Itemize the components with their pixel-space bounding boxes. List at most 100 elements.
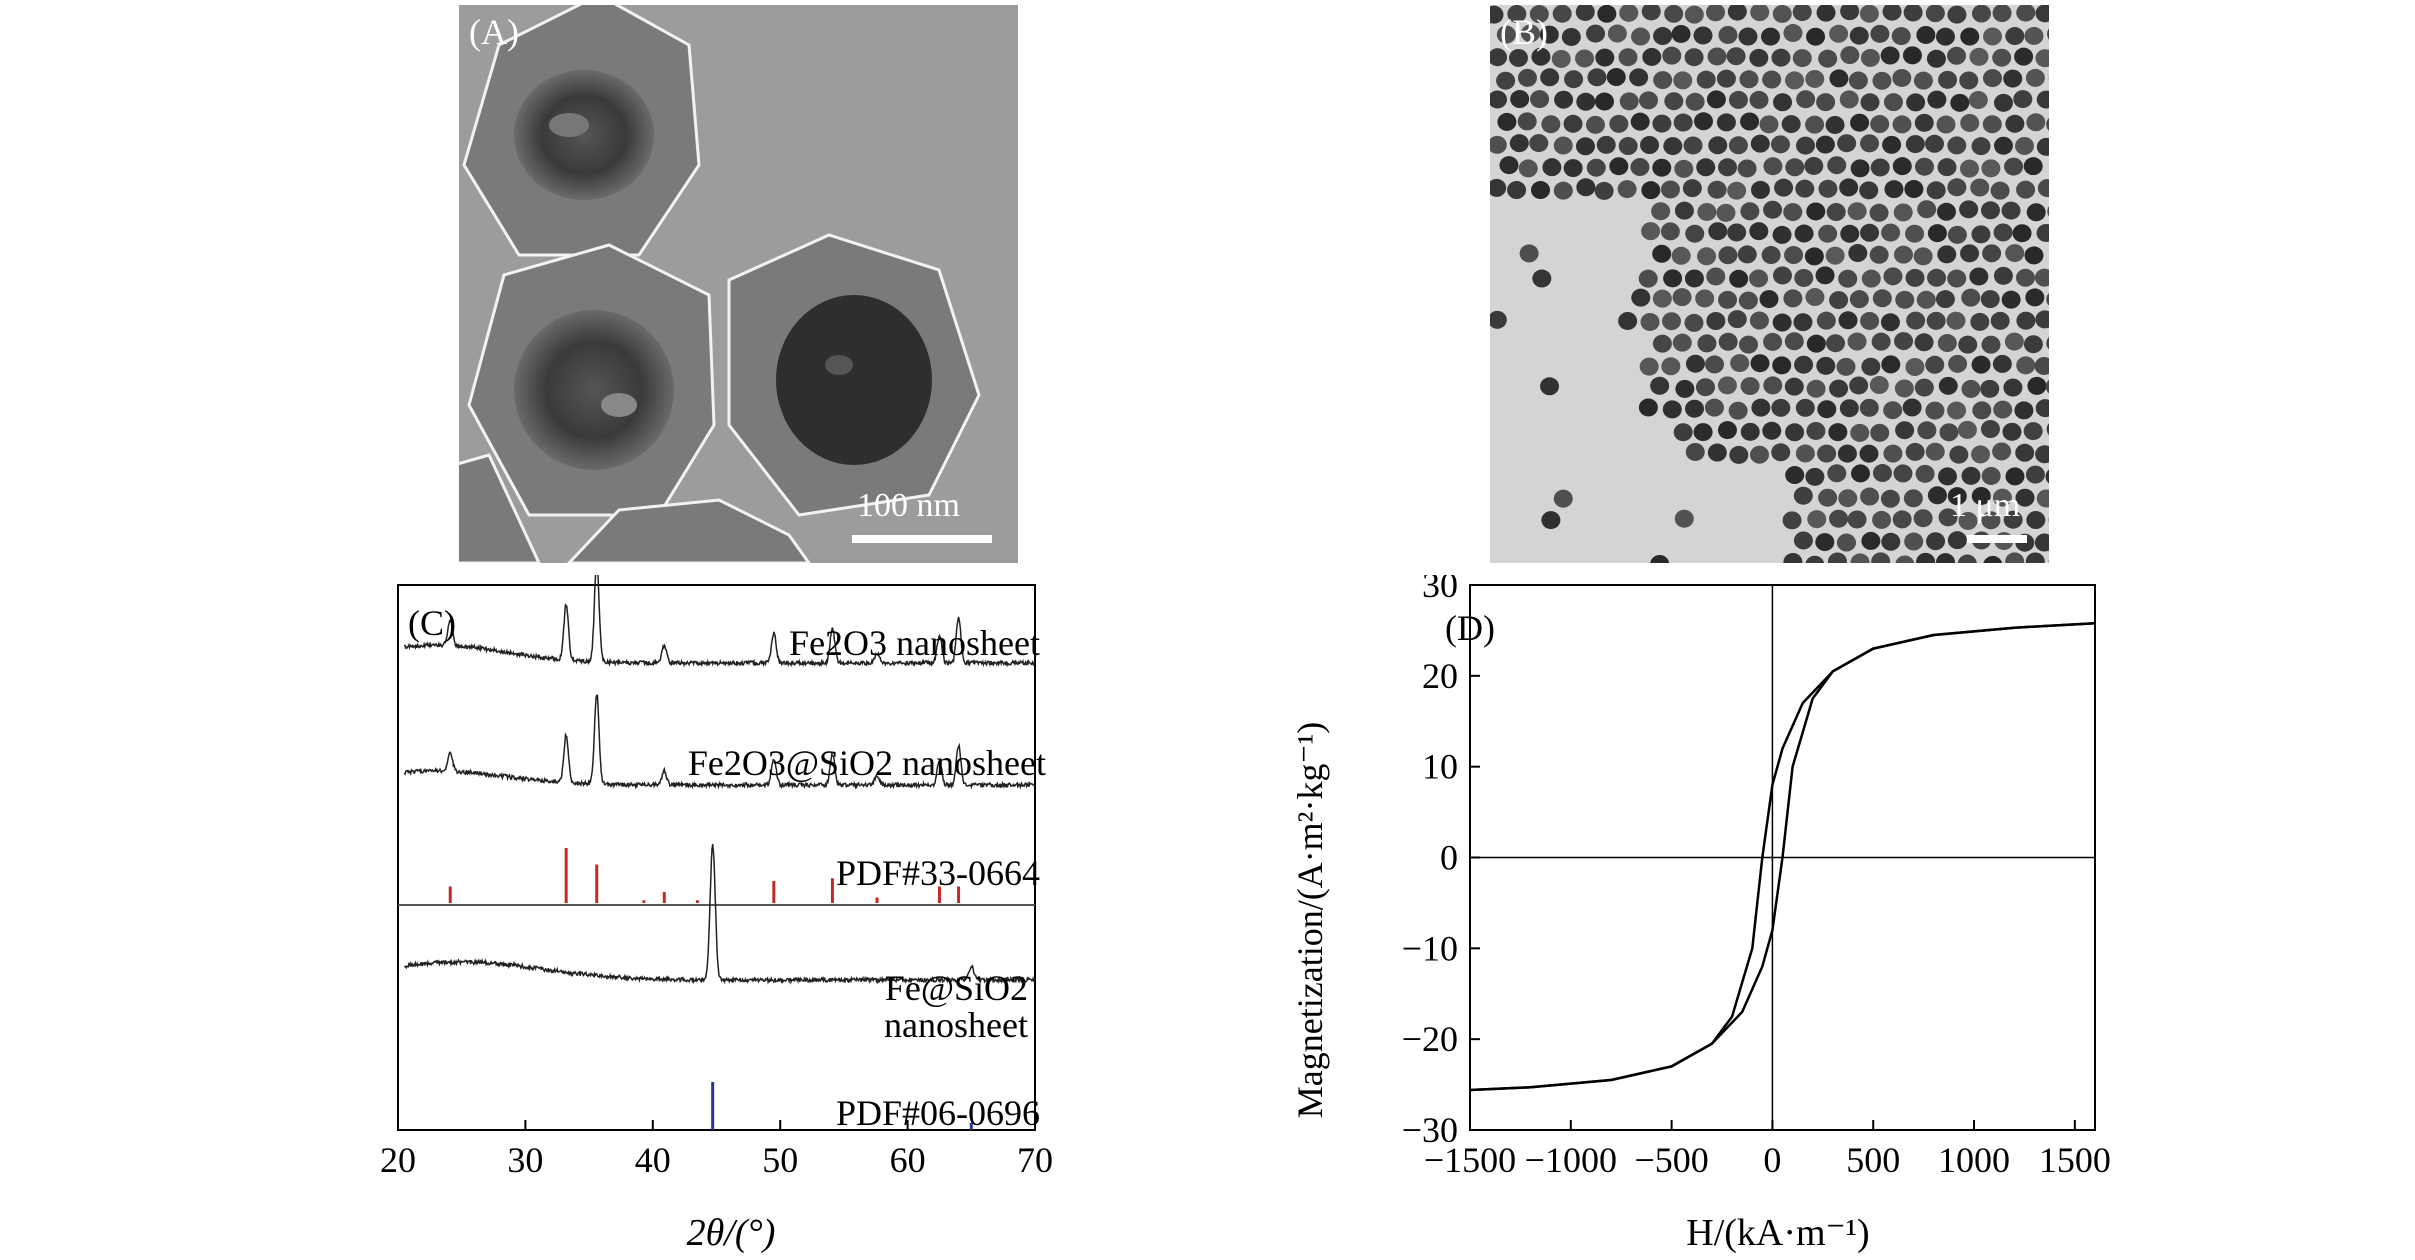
nanoparticle (2036, 223, 2049, 242)
nanoparticle (1751, 398, 1771, 417)
nanoparticle (2023, 422, 2043, 441)
nanoparticle (1826, 334, 1846, 353)
nanoparticle (1870, 115, 1890, 134)
nanoparticle (1960, 244, 1980, 263)
nanoparticle (1916, 552, 1936, 563)
x-tick-label: 500 (1846, 1140, 1900, 1180)
nanoparticle (1906, 311, 1926, 330)
nanoparticle (1750, 5, 1770, 22)
nanoparticle (1795, 444, 1815, 463)
nanoparticle (1759, 115, 1779, 134)
y-tick-label: 20 (1422, 656, 1458, 696)
nanoparticle (1510, 90, 1530, 109)
nanoparticle (1848, 71, 1868, 90)
nanoparticle (1959, 71, 1979, 90)
nanoparticle (1763, 332, 1783, 351)
nanoparticle (1685, 399, 1705, 418)
nanoparticle (1924, 134, 1944, 153)
nanoparticle (1914, 157, 1934, 176)
nanoparticle (1784, 377, 1804, 396)
nanoparticle (1707, 443, 1727, 462)
plot-frame (397, 584, 1036, 1131)
nanoparticle (1925, 5, 1945, 23)
nanoparticle (1869, 245, 1889, 264)
nanoparticle (1563, 159, 1583, 178)
nanoparticle (1490, 310, 1507, 329)
nanoparticle (1529, 134, 1549, 153)
nanoparticle (1575, 137, 1595, 156)
nanoparticle (1992, 488, 2012, 507)
nanoparticle (1849, 26, 1869, 45)
nanoparticle (1892, 68, 1912, 87)
nanoparticle (1652, 158, 1672, 177)
nanoparticle (1804, 156, 1824, 175)
nanoparticle (1795, 136, 1815, 155)
nanoparticle (1740, 377, 1760, 396)
nanoparticle (1518, 159, 1538, 178)
nanoparticle (1851, 464, 1871, 483)
nanoparticle (1839, 90, 1859, 109)
nanoparticle (1530, 181, 1550, 200)
nanoparticle (1925, 442, 1945, 461)
nanoparticle (1682, 179, 1702, 198)
nanoparticle (1971, 225, 1991, 244)
x-tick-label: −1000 (1525, 1140, 1617, 1180)
nanoparticle (1959, 159, 1979, 178)
nanoparticle (1762, 70, 1782, 89)
nanoparticle (1804, 247, 1824, 266)
nanoparticle (1947, 5, 1967, 24)
x-tick-label: −1500 (1424, 1140, 1516, 1180)
nanoparticle (1937, 334, 1957, 353)
x-tick-label: 60 (890, 1140, 926, 1180)
nanoparticle (1870, 158, 1890, 177)
nanoparticle (1718, 158, 1738, 177)
nanoparticle (1594, 92, 1614, 111)
nanoparticle (1490, 135, 1507, 154)
nanoparticle (1793, 313, 1813, 332)
label-fe-sio2: Fe@SiO2 (885, 968, 1028, 1008)
nanoparticle (2023, 157, 2043, 176)
nanoparticle (1773, 93, 1793, 112)
nanoparticle (1760, 27, 1780, 46)
nanoparticle (1575, 5, 1595, 21)
nanoparticle (1718, 246, 1738, 265)
nanoparticle (1881, 532, 1901, 551)
x-tick-label: 30 (507, 1140, 543, 1180)
nanoparticle (2015, 268, 2035, 287)
nanoparticle (1872, 464, 1892, 483)
nanoparticle (1749, 269, 1769, 288)
nanoparticle (1993, 266, 2013, 285)
nanoparticle (1815, 533, 1835, 552)
nanoparticle (1727, 223, 1747, 242)
panel-a-micrograph (459, 5, 1018, 563)
nanoparticle (1662, 400, 1682, 419)
nanoparticle (1860, 487, 1880, 506)
nanoparticle (1727, 310, 1747, 329)
nanoparticle (1904, 180, 1924, 199)
nanoparticle (1529, 5, 1549, 24)
nanoparticle (2046, 117, 2049, 131)
nanoparticle (1850, 553, 1870, 563)
nanoparticle (1729, 269, 1749, 288)
nanoparticle (1728, 401, 1748, 420)
panel-a-tem-image: (A) 100 nm (459, 5, 1018, 563)
nanoparticle (2046, 292, 2049, 306)
nanoparticle (1859, 398, 1879, 417)
nanoparticle (1882, 135, 1902, 154)
nanoparticle (1892, 157, 1912, 176)
nanoparticle (1563, 114, 1583, 133)
nanoparticle (1706, 267, 1726, 286)
nanoparticle (1607, 24, 1627, 43)
nanoparticle (1815, 135, 1835, 154)
nanoparticle (1774, 178, 1794, 197)
nanoparticle (1871, 552, 1891, 563)
nanoparticle (1981, 466, 2001, 485)
y-tick-label: 0 (1440, 838, 1458, 878)
nanoparticle (1749, 48, 1769, 67)
nanoparticle (1894, 379, 1914, 398)
nanoparticle (1829, 509, 1849, 528)
nanoparticle (1540, 377, 1560, 396)
nanoparticle (1730, 354, 1750, 373)
nanoparticle (2024, 26, 2044, 45)
nanoparticle (1693, 26, 1713, 45)
